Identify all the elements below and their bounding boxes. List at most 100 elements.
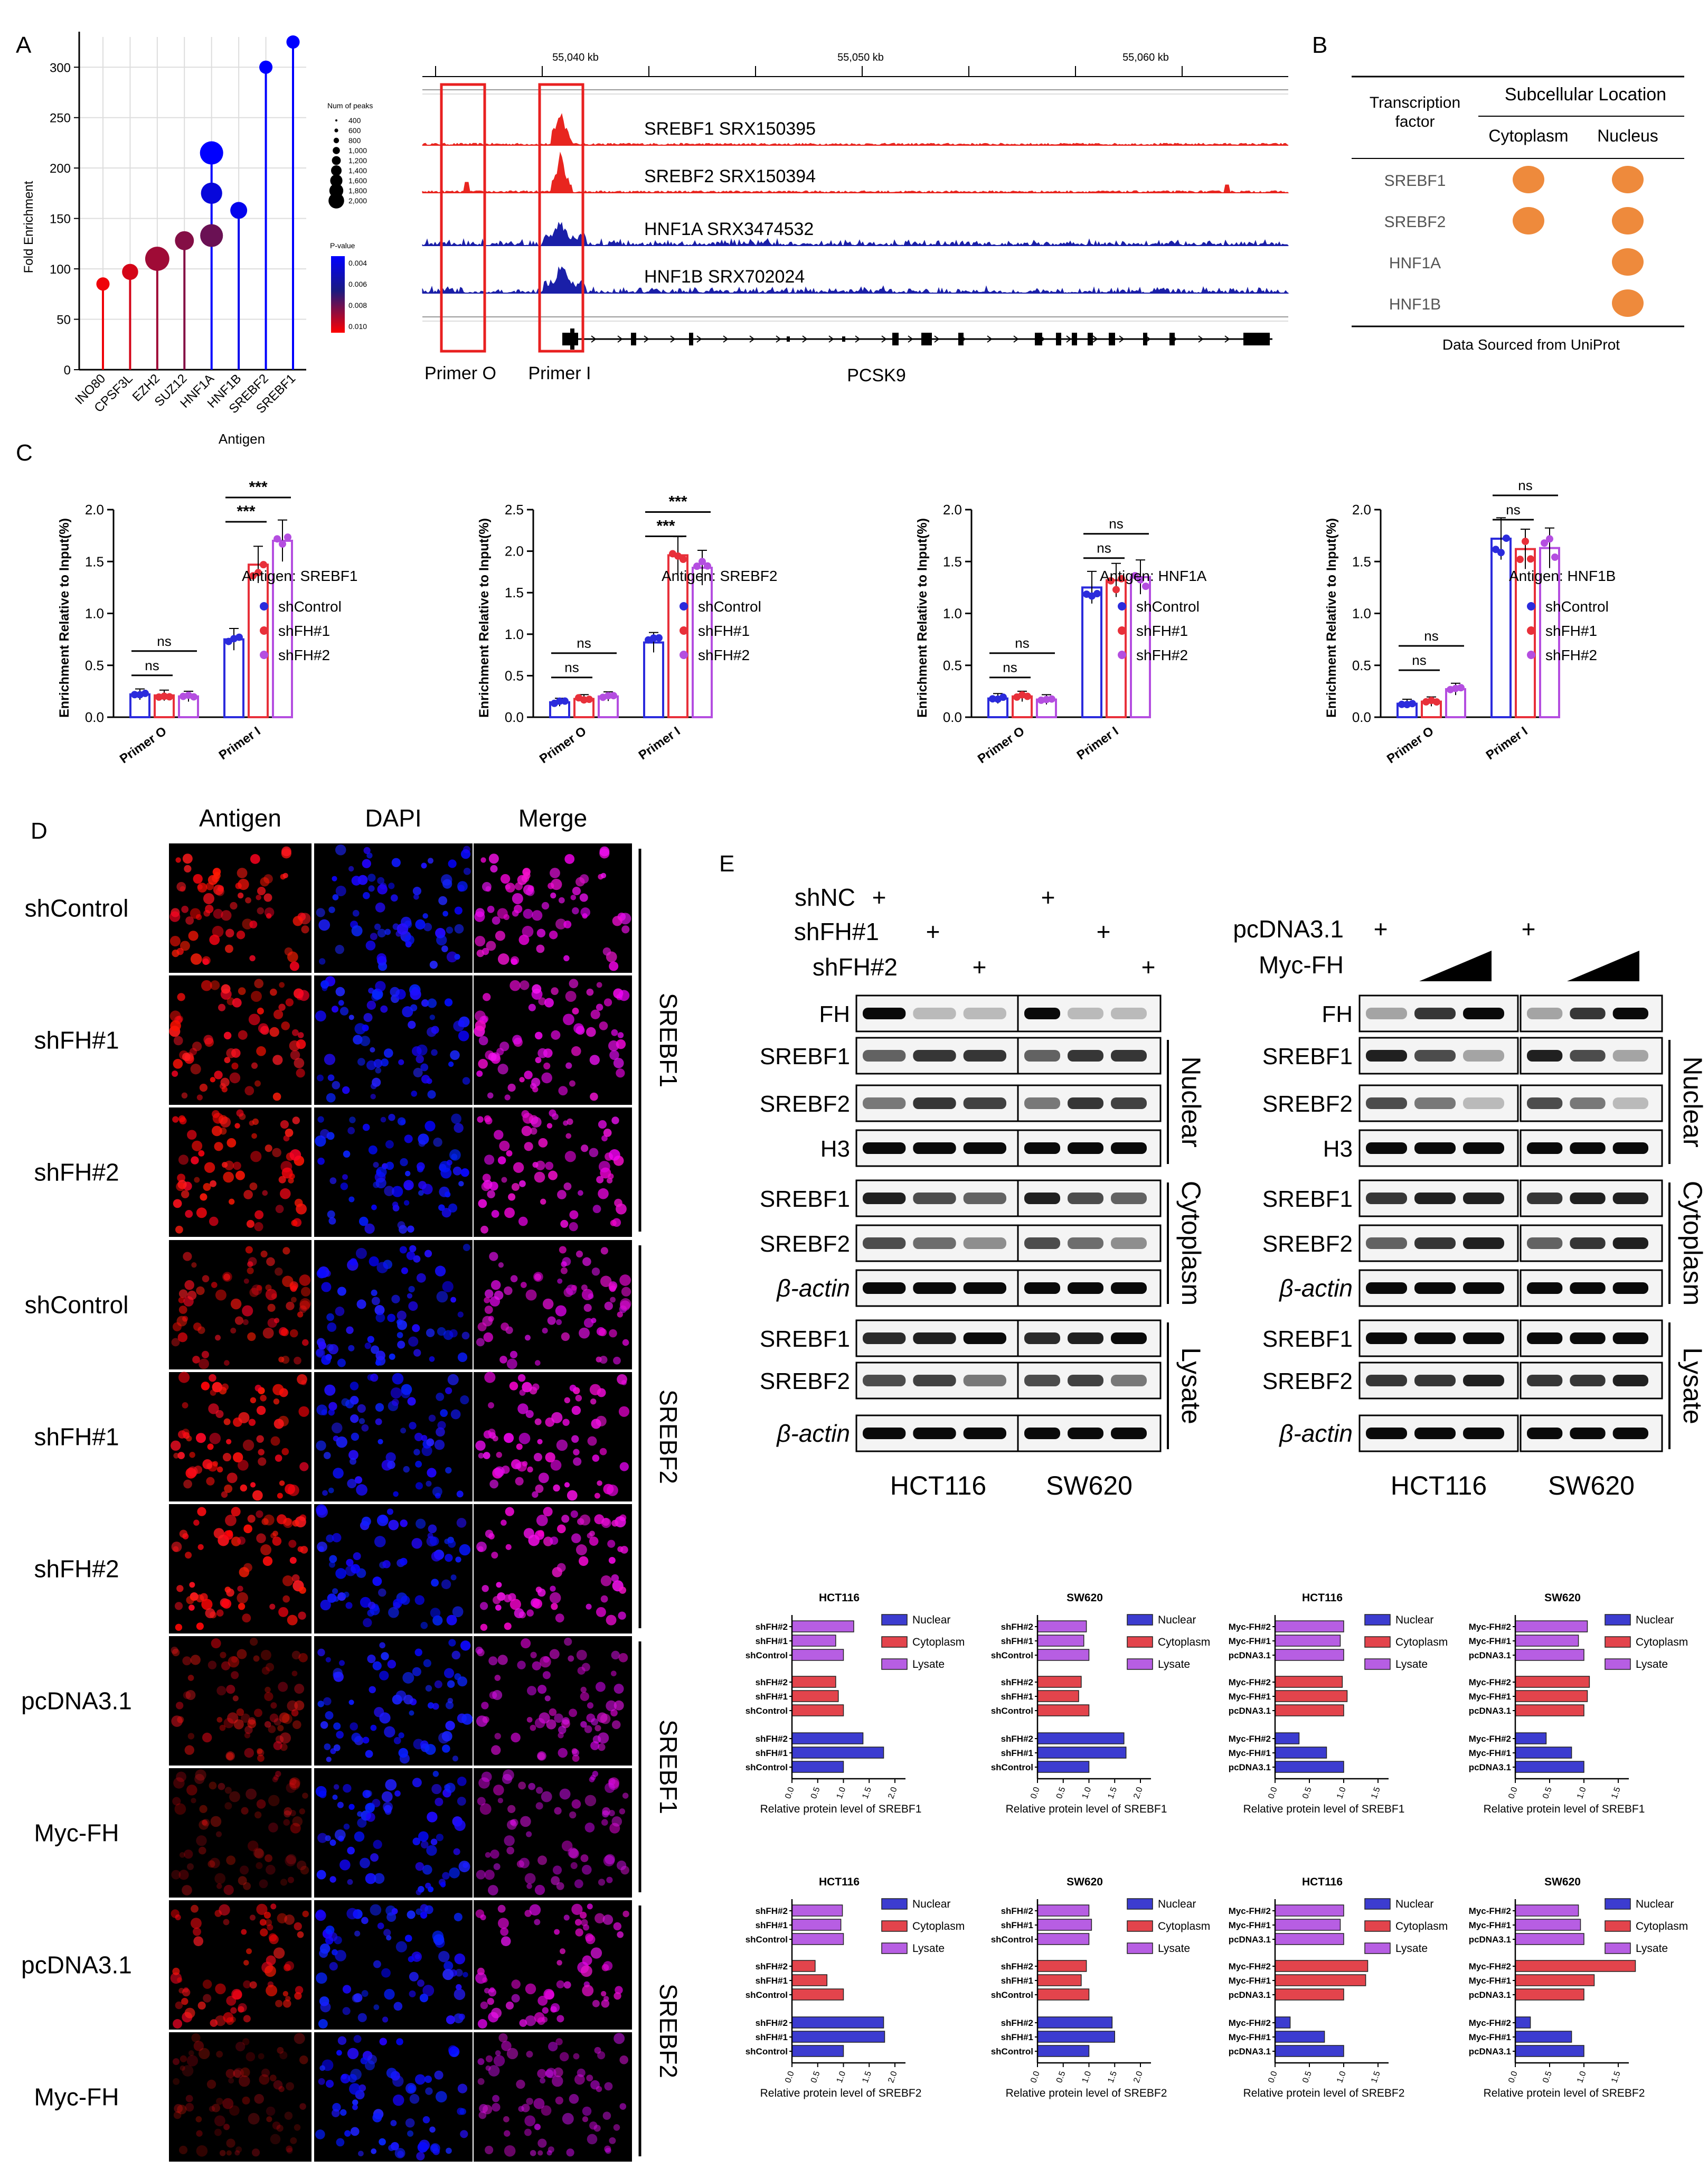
if-cell — [457, 1352, 468, 1363]
if-cell — [272, 1777, 278, 1782]
chart-category-label: Primer O — [117, 724, 169, 766]
if-cell — [208, 1403, 219, 1414]
if-cell — [574, 1919, 582, 1926]
if-cell — [360, 1036, 371, 1046]
quant-bar-label: shFH#2 — [1001, 1734, 1033, 1744]
quant-legend-label: Lysate — [1636, 1942, 1668, 1955]
if-cell — [571, 1435, 579, 1443]
if-cell — [450, 1050, 460, 1060]
if-cell — [219, 1724, 226, 1731]
chart-legend-label: shFH#2 — [698, 647, 750, 663]
if-cell — [325, 1711, 334, 1720]
blot-band — [1527, 1237, 1563, 1249]
if-cell — [256, 1046, 266, 1056]
if-cell — [352, 2104, 358, 2110]
if-cell — [497, 1918, 509, 1929]
quant-legend-label: Cytoplasm — [1636, 1636, 1688, 1648]
strand-arrow — [749, 335, 755, 343]
quant-bar-label: shFH#1 — [756, 1636, 788, 1646]
if-cell — [487, 1190, 495, 1198]
if-cell — [371, 1345, 380, 1354]
if-cell — [446, 1159, 452, 1166]
if-cell — [460, 2130, 468, 2138]
if-cell — [241, 1807, 249, 1815]
if-cell — [579, 1556, 589, 1566]
color-legend-title: P-value — [330, 241, 355, 250]
if-cell — [617, 1931, 624, 1938]
if-cell — [444, 998, 453, 1007]
if-cell — [336, 1436, 347, 1448]
if-cell — [445, 1387, 452, 1394]
if-cell — [184, 2007, 195, 2019]
size-legend-label: 400 — [348, 116, 361, 125]
if-cell — [392, 1373, 404, 1385]
if-cell — [299, 1586, 306, 1594]
if-cell — [436, 1834, 443, 1842]
quant-bar-label: shFH#1 — [756, 2032, 788, 2042]
if-cell — [381, 1652, 389, 1660]
chart-data-point — [1118, 575, 1125, 583]
chart-category-label: Primer I — [216, 724, 263, 763]
if-cell — [573, 1023, 584, 1034]
if-cell — [611, 1029, 618, 1036]
blot-band — [863, 1375, 906, 1386]
color-legend-tick: 0.006 — [348, 280, 367, 288]
if-cell — [332, 1533, 342, 1543]
if-cell — [217, 885, 224, 892]
if-cell — [317, 1833, 328, 1843]
if-cell — [390, 894, 398, 902]
if-cell — [587, 1702, 594, 1709]
if-cell — [533, 1453, 542, 1462]
if-cell — [331, 1422, 343, 1434]
quant-bar-label: Myc-FH#1 — [1469, 1636, 1511, 1646]
if-cell — [375, 1177, 386, 1189]
if-cell — [590, 1741, 600, 1750]
chart-data-point — [1142, 583, 1149, 590]
chart-data-point — [1398, 700, 1405, 708]
if-cell — [386, 1935, 392, 1941]
if-cell — [522, 1461, 528, 1467]
if-cell — [618, 1406, 630, 1417]
significance-label: ns — [1424, 628, 1438, 644]
if-cell — [500, 1927, 509, 1936]
if-cell — [504, 2130, 511, 2137]
cytoplasm-header: Cytoplasm — [1488, 126, 1568, 145]
if-row-label: shFH#1 — [34, 1027, 119, 1054]
if-cell — [295, 1986, 304, 1994]
if-cell — [209, 1216, 219, 1226]
if-cell — [431, 1049, 438, 1056]
if-cell — [254, 1222, 263, 1232]
quant-bar — [1515, 1620, 1588, 1632]
if-cell — [243, 1190, 253, 1199]
if-cell — [534, 1273, 542, 1281]
if-cell — [225, 928, 234, 937]
quant-bar — [1515, 1960, 1636, 1972]
if-cell — [537, 2069, 546, 2079]
if-cell — [296, 1068, 305, 1078]
if-cell — [173, 2111, 182, 2119]
if-cell — [404, 1134, 413, 1143]
if-cell — [535, 1484, 544, 1493]
if-cell — [209, 1374, 216, 1382]
if-cell — [241, 1713, 250, 1723]
quant-bar — [791, 2031, 885, 2043]
if-cell — [543, 1656, 550, 1663]
if-cell — [269, 1603, 276, 1610]
quant-bar — [1275, 1649, 1344, 1661]
if-cell — [342, 1174, 348, 1180]
chart-bar — [1081, 586, 1102, 718]
chart-legend-dot — [260, 602, 268, 611]
quant-bar-label: shFH#1 — [1001, 1920, 1033, 1930]
if-cell — [348, 1450, 358, 1460]
if-cell — [242, 1613, 251, 1623]
if-cell — [367, 1601, 376, 1610]
if-cell — [226, 1439, 232, 1444]
blot-band — [1068, 1282, 1103, 1294]
if-cell — [579, 1911, 587, 1919]
if-cell — [393, 1602, 401, 1610]
if-cell — [192, 1356, 200, 1364]
blot-row-label: β-actin — [776, 1420, 850, 1447]
if-cell — [333, 1744, 341, 1751]
if-cell — [302, 1792, 308, 1799]
if-cell — [294, 1356, 301, 1365]
